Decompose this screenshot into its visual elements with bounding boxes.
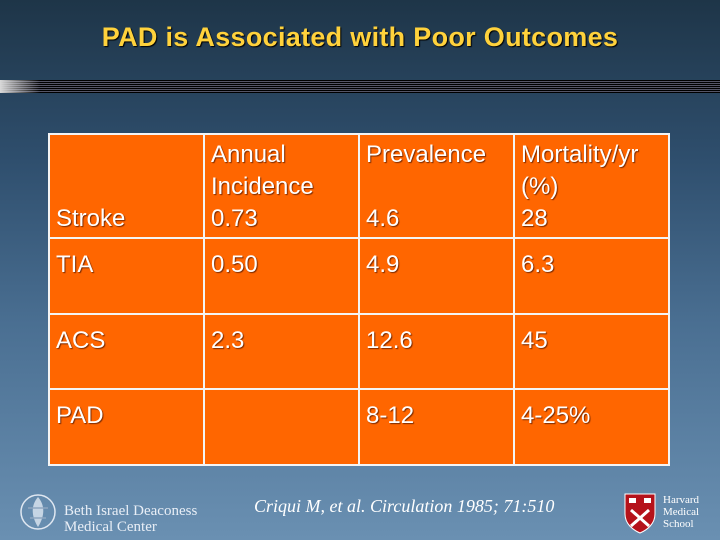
incidence-value: 0.50 xyxy=(203,237,360,315)
table-row: TIA 0.50 4.9 6.3 xyxy=(48,237,670,315)
prevalence-value: 4.9 xyxy=(358,237,515,315)
prevalence-value: 8-12 xyxy=(358,388,515,466)
row-label-cell: Stroke xyxy=(48,132,205,240)
prevalence-cell: Prevalence 4.6 xyxy=(358,132,515,240)
row-label: ACS xyxy=(48,312,205,391)
mortality-value: 6.3 xyxy=(513,237,670,315)
hms-line2: Medical xyxy=(663,506,700,518)
citation: Criqui M, et al. Circulation 1985; 71:51… xyxy=(254,496,555,516)
hms-wordmark: Harvard Medical School xyxy=(663,494,699,530)
mortality-value: 45 xyxy=(513,312,670,391)
hms-line3: School xyxy=(663,518,694,530)
table-row: ACS 2.3 12.6 45 xyxy=(48,312,670,391)
header-prevalence: Prevalence xyxy=(366,141,487,168)
prevalence-value: 12.6 xyxy=(358,312,515,391)
title-divider-shine xyxy=(0,80,40,93)
mortality-value: 4-25% xyxy=(513,388,670,466)
incidence-value: 2.3 xyxy=(203,312,360,391)
row-label: Stroke xyxy=(56,205,126,233)
title-divider xyxy=(0,80,720,93)
header-mortality: Mortality/yr (%) xyxy=(521,141,639,200)
row-label: PAD xyxy=(48,388,205,466)
prevalence-value: 4.6 xyxy=(366,205,400,232)
slide-title: PAD is Associated with Poor Outcomes xyxy=(101,22,619,52)
bidmc-line1: Beth Israel Deaconess xyxy=(64,503,198,519)
incidence-value: 0.73 xyxy=(211,205,258,232)
bidmc-logo-icon xyxy=(20,494,56,530)
row-label: TIA xyxy=(48,237,205,315)
incidence-value xyxy=(203,388,360,466)
table-header-row: Stroke Annual Incidence 0.73 Prevalence … xyxy=(48,132,670,240)
outcomes-table: Stroke Annual Incidence 0.73 Prevalence … xyxy=(48,132,670,466)
header-annual-incidence: Annual Incidence xyxy=(211,141,314,200)
mortality-value: 28 xyxy=(521,205,548,232)
bidmc-line2: Medical Center xyxy=(64,519,157,535)
bidmc-wordmark: Beth Israel Deaconess Medical Center xyxy=(64,503,197,535)
table-row: PAD 8-12 4-25% xyxy=(48,388,670,466)
incidence-cell: Annual Incidence 0.73 xyxy=(203,132,360,240)
hms-line1: Harvard xyxy=(663,494,700,506)
mortality-cell: Mortality/yr (%) 28 xyxy=(513,132,670,240)
harvard-shield-icon xyxy=(624,493,656,534)
